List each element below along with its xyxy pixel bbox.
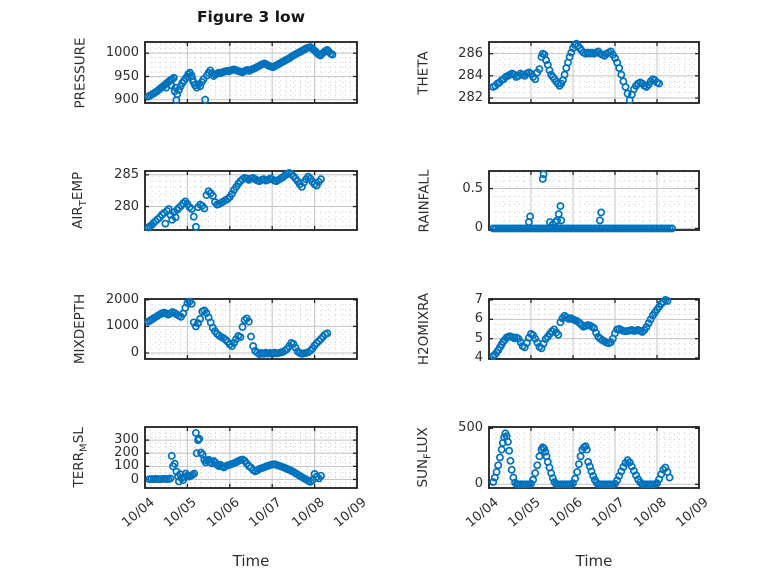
- y-tick-label: 5: [474, 330, 483, 346]
- y-tick-label: 950: [114, 68, 139, 84]
- x-tick-label: 10/08: [631, 495, 670, 531]
- y-tick-label: 6: [474, 311, 483, 327]
- plot-area: [488, 296, 700, 361]
- subplot-air_temp: [144, 168, 358, 232]
- x-tick-label: 10/06: [204, 495, 243, 531]
- subplot-pressure: [144, 41, 358, 105]
- x-tick-label: 10/04: [463, 495, 502, 531]
- plot-area: [488, 170, 700, 233]
- y-axis-label-mixdepth: MIXDEPTH: [72, 293, 88, 365]
- y-tick-label: 2000: [105, 291, 139, 307]
- scatter-markers: [489, 170, 677, 233]
- y-tick-label: 280: [114, 198, 139, 214]
- y-tick-label: 1000: [105, 45, 139, 61]
- x-tick-label: 10/05: [505, 495, 544, 531]
- y-tick-label: 0.5: [462, 180, 483, 196]
- x-tick-label: 10/04: [119, 495, 158, 531]
- y-axis-label-sun_flux: SUNFLUX: [414, 427, 434, 488]
- y-tick-label: 282: [458, 90, 483, 105]
- subplot-terr_msl: [144, 426, 358, 489]
- subplot-sun_flux: [488, 426, 700, 489]
- x-tick-label: 10/06: [547, 495, 586, 531]
- subplot-mixdepth: [144, 297, 358, 360]
- y-tick-label: 7: [474, 292, 483, 307]
- plot-area: [144, 168, 358, 232]
- figure-title: Figure 3 low: [196, 8, 306, 26]
- y-axis-label-terr_msl: TERRMSL: [70, 427, 90, 488]
- y-tick-label: 200: [114, 445, 139, 461]
- plot-area: [144, 297, 358, 360]
- y-axis-label-air_temp: AIRTEMP: [70, 171, 90, 230]
- subplot-rainfall: [488, 170, 700, 233]
- scatter-markers: [144, 297, 332, 359]
- scatter-markers: [489, 39, 664, 105]
- y-tick-label: 500: [458, 420, 483, 436]
- y-tick-label: 285: [114, 166, 139, 182]
- x-axis-label-left: Time: [232, 552, 270, 570]
- y-axis-label-rainfall: RAINFALL: [416, 169, 433, 232]
- plot-area: [144, 426, 358, 489]
- y-axis-label-theta: THETA: [416, 50, 432, 95]
- scatter-markers: [145, 428, 325, 486]
- x-tick-label: 10/07: [246, 495, 285, 531]
- plot-area: [488, 426, 700, 489]
- x-tick-label: 10/07: [589, 495, 628, 531]
- y-tick-label: 0: [130, 345, 139, 360]
- x-tick-label: 10/09: [673, 495, 712, 531]
- scatter-markers: [489, 296, 672, 361]
- scatter-markers: [489, 429, 674, 489]
- y-axis-label-h2omixra: H2OMIXRA: [416, 292, 432, 366]
- y-tick-label: 284: [458, 67, 483, 83]
- y-tick-label: 0: [130, 471, 139, 487]
- y-axis-label-pressure: PRESSURE: [72, 37, 89, 108]
- x-tick-label: 10/09: [331, 495, 370, 531]
- y-tick-label: 286: [458, 45, 483, 61]
- x-tick-label: 10/08: [288, 495, 328, 531]
- plot-area: [144, 41, 358, 105]
- y-tick-label: 900: [114, 91, 139, 107]
- y-tick-label: 100: [114, 458, 139, 474]
- x-tick-label: 10/05: [161, 495, 201, 531]
- y-tick-label: 1000: [105, 318, 139, 334]
- subplot-h2omixra: [488, 296, 700, 361]
- scatter-markers: [144, 43, 337, 105]
- scatter-markers: [144, 168, 325, 232]
- y-tick-label: 0: [474, 220, 483, 236]
- y-tick-label: 0: [474, 476, 483, 492]
- y-tick-label: 4: [474, 350, 483, 365]
- plot-area: [488, 39, 700, 105]
- x-axis-label-right: Time: [575, 552, 613, 570]
- y-tick-label: 300: [114, 432, 139, 448]
- subplot-theta: [488, 39, 700, 105]
